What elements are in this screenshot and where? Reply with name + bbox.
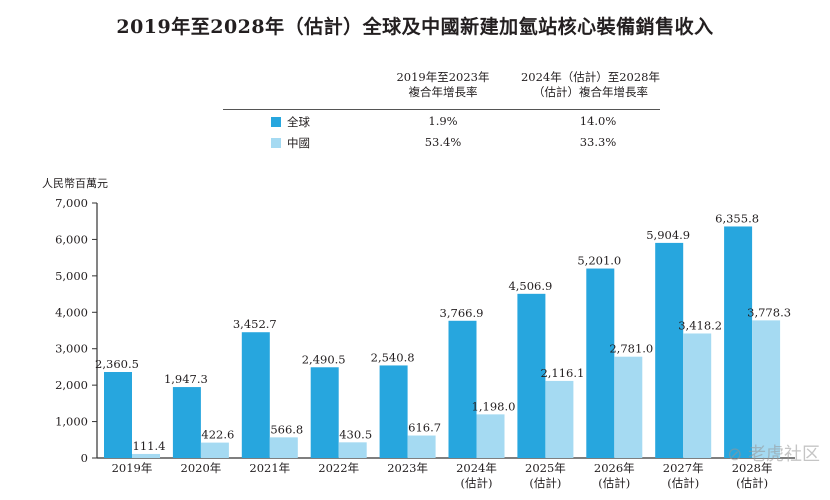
chart-title: 2019年至2028年（估計）全球及中國新建加氫站核心裝備銷售收入 <box>116 16 714 38</box>
x-tick-label: 2027年 <box>663 461 704 475</box>
bar-china <box>752 320 781 458</box>
cagr-value: 14.0% <box>579 114 617 128</box>
legend-label: 中國 <box>287 136 310 150</box>
data-label: 3,452.7 <box>233 317 277 331</box>
cagr-header-2019-2023: 2019年至2023年 複合年增長率 <box>383 70 503 100</box>
data-label: 430.5 <box>339 427 372 441</box>
x-tick-label: (估計) <box>598 476 630 490</box>
bar-china <box>476 414 505 458</box>
bar-china <box>614 356 643 458</box>
x-tick-label: 2019年 <box>112 461 153 475</box>
x-tick-label: 2020年 <box>181 461 222 475</box>
data-label: 3,778.3 <box>747 305 791 319</box>
data-label: 2,781.0 <box>609 342 653 356</box>
x-tick-label: (估計) <box>667 476 699 490</box>
bar-global <box>379 365 408 458</box>
y-tick-label: 5,000 <box>55 269 88 283</box>
legend-label: 全球 <box>287 115 310 129</box>
data-label: 3,766.9 <box>440 306 484 320</box>
cagr-value: 1.9% <box>428 114 458 128</box>
header-line: 2024年（估計）至2028年 <box>520 70 661 84</box>
data-label: 2,490.5 <box>302 352 346 366</box>
legend-row-global: 全球 1.9% 14.0% <box>223 113 660 131</box>
x-tick-label: (估計) <box>529 476 561 490</box>
data-label: 3,418.2 <box>678 318 722 332</box>
x-tick-label: 2021年 <box>249 461 290 475</box>
data-label: 566.8 <box>270 422 303 436</box>
x-tick-label: 2028年 <box>732 461 773 475</box>
x-tick-label: 2023年 <box>387 461 428 475</box>
y-axis-label: 人民幣百萬元 <box>42 177 108 190</box>
bar-china <box>683 333 712 458</box>
legend-swatch-global <box>271 117 281 127</box>
data-label: 422.6 <box>201 428 234 442</box>
bar-china <box>132 453 160 458</box>
data-label: 1,947.3 <box>164 372 208 386</box>
data-label: 1,198.0 <box>472 399 516 413</box>
y-tick-label: 3,000 <box>55 342 88 356</box>
data-label: 5,201.0 <box>577 254 621 268</box>
header-line: （估計）複合年增長率 <box>533 85 648 99</box>
data-label: 4,506.9 <box>508 279 552 293</box>
x-tick-label: 2022年 <box>318 461 359 475</box>
x-tick-label: 2025年 <box>525 461 566 475</box>
y-tick-label: 7,000 <box>55 196 88 210</box>
bar-china <box>545 380 574 458</box>
x-tick-label: (估計) <box>736 476 768 490</box>
data-label: 616.7 <box>408 421 441 435</box>
y-tick-label: 0 <box>81 451 88 465</box>
x-tick-label: 2024年 <box>456 461 497 475</box>
y-tick-label: 1,000 <box>55 415 88 429</box>
data-label: 111.4 <box>133 439 166 453</box>
y-tick-label: 2,000 <box>55 378 88 392</box>
bar-global <box>310 367 339 458</box>
cagr-header-2024-2028: 2024年（估計）至2028年 （估計）複合年增長率 <box>508 70 673 100</box>
bar-global <box>104 372 132 458</box>
cagr-value: 33.3% <box>579 135 617 149</box>
legend-swatch-china <box>271 138 281 148</box>
bar-global <box>586 268 615 458</box>
data-label: 6,355.8 <box>715 211 759 225</box>
bar-china <box>269 437 298 458</box>
bar-china <box>407 435 436 458</box>
bar-china <box>338 442 367 458</box>
bar-global <box>655 242 684 458</box>
bar-global <box>172 387 201 458</box>
bar-china <box>200 442 229 458</box>
cagr-value: 53.4% <box>424 135 462 149</box>
legend-row-china: 中國 53.4% 33.3% <box>223 134 660 152</box>
header-line: 複合年增長率 <box>408 85 478 99</box>
x-tick-label: (估計) <box>461 476 493 490</box>
data-label: 5,904.9 <box>646 228 690 242</box>
data-label: 2,116.1 <box>540 366 584 380</box>
x-tick-label: 2026年 <box>594 461 635 475</box>
bar-global <box>448 320 477 458</box>
bar-global <box>517 293 546 458</box>
bar-global <box>724 226 753 458</box>
table-divider <box>223 109 660 110</box>
bar-global <box>241 332 270 458</box>
header-line: 2019年至2023年 <box>396 70 490 84</box>
y-tick-label: 6,000 <box>55 232 88 246</box>
y-tick-label: 4,000 <box>55 305 88 319</box>
data-label: 2,360.5 <box>95 357 139 371</box>
watermark: ⊘ 老虎社区 <box>727 444 820 465</box>
data-label: 2,540.8 <box>371 350 415 364</box>
